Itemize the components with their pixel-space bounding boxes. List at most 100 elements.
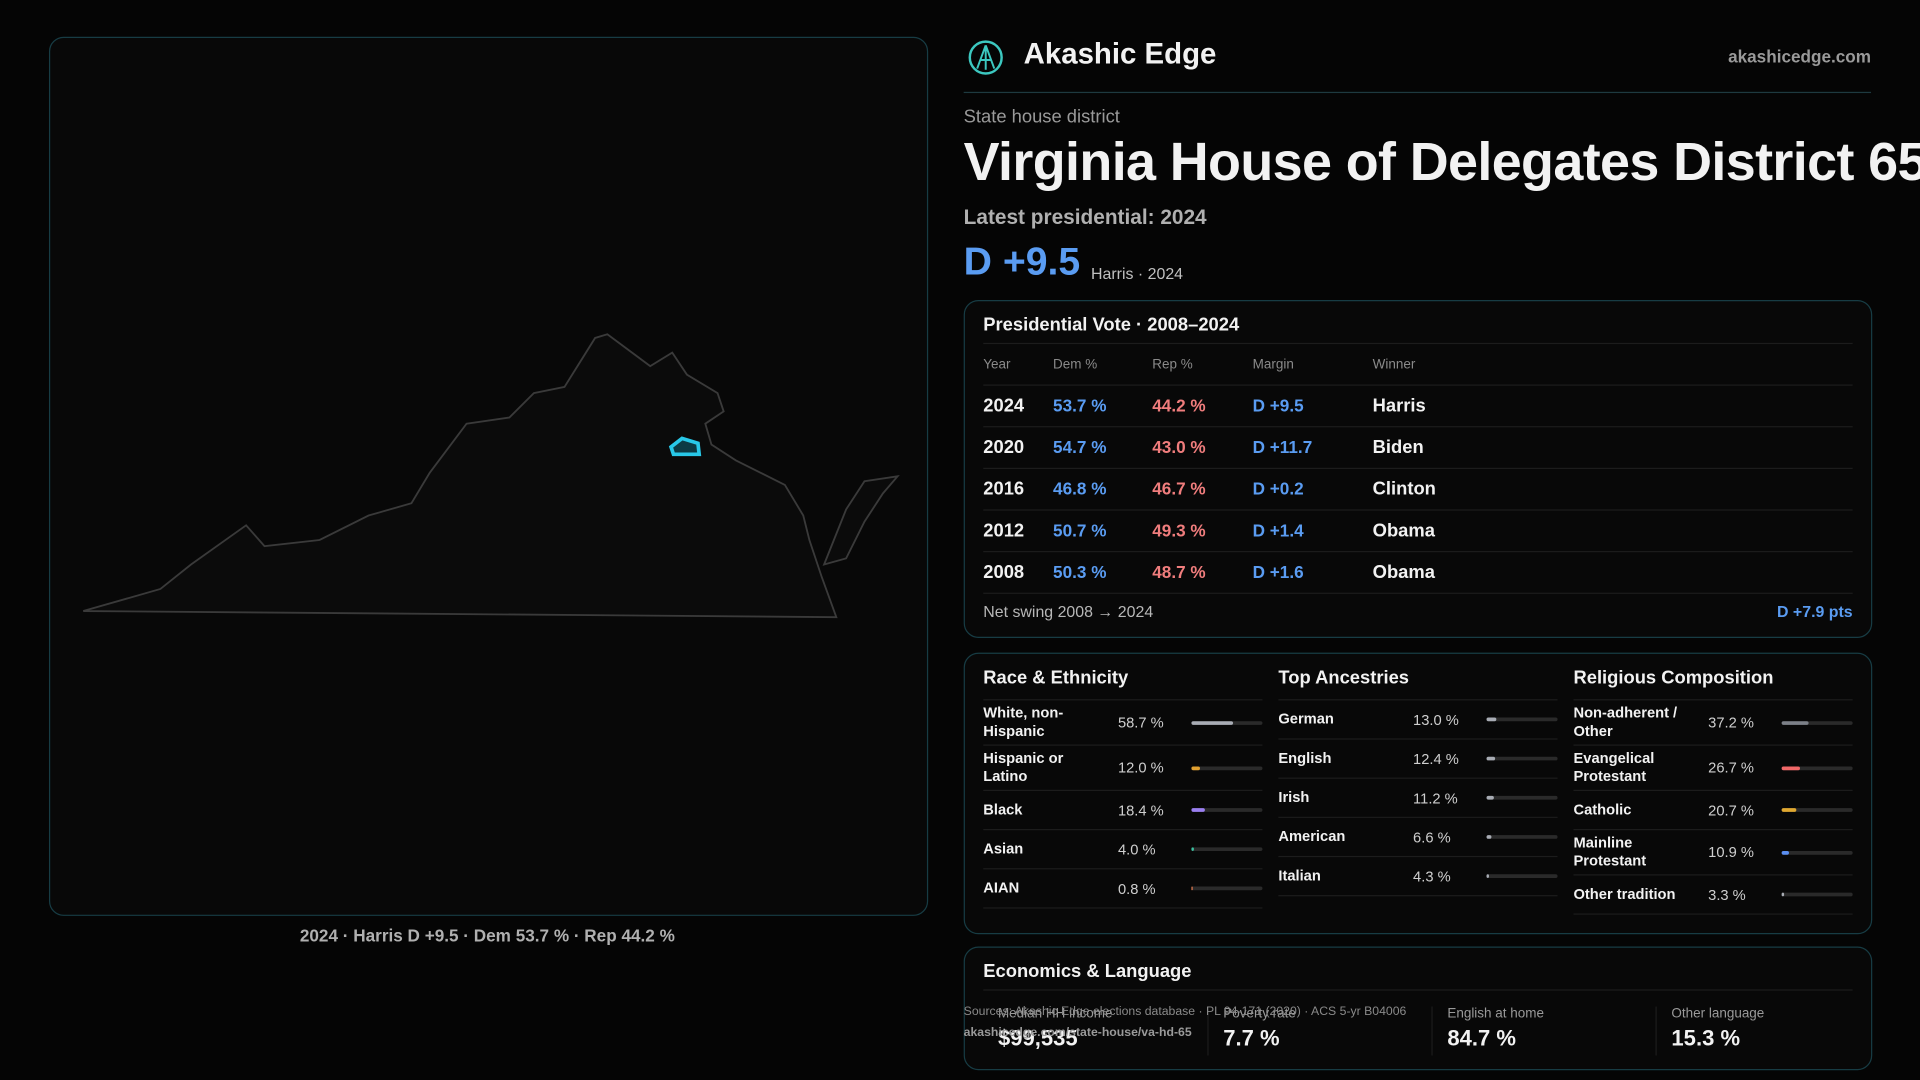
sources: Sources: Akashic Edge elections database… [963, 1005, 1407, 1019]
column-header: Margin [1252, 357, 1294, 373]
bar [1486, 795, 1495, 800]
bar-track [1486, 756, 1558, 761]
stat-value: 7.7 % [1223, 1026, 1280, 1051]
cell: 50.7 % [1053, 520, 1107, 541]
presidential-panel: Presidential Vote · 2008–2024 Year Dem % R… [963, 300, 1873, 638]
item-name: AIAN [983, 879, 1020, 897]
demographic-row: Irish 11.2 % [1278, 779, 1558, 818]
stat-value: $99,535 [997, 1026, 1078, 1051]
item-name: White, non-Hispanic [983, 704, 1064, 740]
panel-title: Top Ancestries [1278, 667, 1410, 689]
column-header: Rep % [1152, 357, 1193, 373]
demographic-row: Mainline Protestant 10.9 % [1573, 830, 1853, 876]
item-percent: 3.3 % [1708, 885, 1746, 904]
item-percent: 6.6 % [1413, 828, 1451, 846]
latest-label: Latest presidential: 2024 [963, 205, 1207, 229]
header-row: Year Dem % Rep % Margin Winner [983, 348, 1853, 386]
cell: 54.7 % [1053, 437, 1107, 457]
logo [968, 40, 1003, 75]
item-name: Evangelical Protestant [1573, 749, 1655, 785]
bar [1191, 720, 1234, 725]
bar-track [1486, 795, 1558, 800]
bar [1781, 892, 1784, 897]
bar-track [1191, 847, 1263, 852]
cell: Clinton [1372, 478, 1436, 500]
cell: D +11.7 [1252, 437, 1313, 457]
cell: Obama [1372, 562, 1435, 583]
vote-table: Year Dem % Rep % Margin Winner 2024 53.7 % 44.2… [983, 348, 1853, 594]
demographic-row: AIAN 0.8 % [983, 869, 1263, 909]
bar-track [1486, 835, 1558, 839]
stat: Other language 15.3 % [1655, 1006, 1880, 1056]
item-name: Catholic [1573, 800, 1632, 818]
bar-track [1781, 892, 1853, 897]
divider [983, 989, 1853, 991]
demographic-row: German 13.0 % [1278, 700, 1558, 740]
stat-label: Median HH income [997, 1006, 1113, 1022]
stat-label: Other language [1671, 1006, 1765, 1022]
cell: D +9.5 [1252, 395, 1304, 416]
demographic-row: Asian 4.0 % [983, 830, 1263, 870]
stat: Median HH income $99,535 [983, 1007, 1206, 1056]
vote-row: 2020 54.7 % 43.0 % D +11.7 Biden [983, 427, 1853, 469]
item-percent: 13.0 % [1413, 710, 1459, 728]
item-percent: 58.7 % [1117, 713, 1164, 732]
bar [1781, 850, 1790, 855]
item-percent: 12.0 % [1117, 759, 1164, 777]
cell: D +0.2 [1252, 478, 1304, 499]
item-name: Mainline Protestant [1573, 833, 1647, 870]
vote-row: 2024 53.7 % 44.2 % D +9.5 Harris [983, 386, 1853, 428]
vote-row: 2012 50.7 % 49.3 % D +1.4 Obama [983, 511, 1853, 553]
stat-label: Poverty rate [1223, 1006, 1296, 1022]
bar [1486, 874, 1490, 878]
panel-title: Presidential Vote · 2008–2024 [983, 314, 1240, 336]
bar [1486, 756, 1496, 761]
bar [1486, 717, 1496, 722]
cell: D +1.4 [1252, 520, 1304, 541]
item-name: Italian [1278, 866, 1321, 885]
bar-track [1486, 717, 1558, 722]
stat: English at home 84.7 % [1431, 1006, 1655, 1056]
district-kind: State house district [963, 106, 1120, 128]
item-name: Non-adherent / Other [1573, 704, 1678, 740]
stat-label: English at home [1447, 1006, 1544, 1022]
cell: 53.7 % [1053, 395, 1107, 416]
demographics-panel: Race & Ethnicity White, non-Hispanic 58.7 … [963, 652, 1873, 935]
bar-track [1191, 808, 1263, 812]
cell: 2016 [983, 478, 1025, 500]
bar [1781, 808, 1797, 812]
item-name: Irish [1278, 788, 1310, 806]
item-percent: 4.3 % [1413, 867, 1451, 885]
bar-track [1486, 874, 1558, 878]
vote-row: 2008 50.3 % 48.7 % D +1.6 Obama [983, 552, 1853, 594]
cell: 44.2 % [1152, 395, 1206, 416]
item-percent: 4.0 % [1117, 840, 1156, 858]
cell: 46.7 % [1152, 478, 1206, 499]
stat-value: 84.7 % [1447, 1026, 1516, 1051]
column-header: Winner [1372, 357, 1416, 373]
bar [1781, 765, 1801, 770]
bar [1781, 720, 1809, 725]
cell: 2024 [983, 395, 1025, 417]
cell: 46.8 % [1053, 478, 1107, 499]
bar-track [1781, 808, 1853, 812]
bar-track [1781, 720, 1853, 725]
district-highlight [668, 436, 702, 457]
bar-track [1191, 765, 1263, 770]
cell: 48.7 % [1152, 562, 1206, 582]
item-percent: 12.4 % [1413, 750, 1459, 768]
district-title: Virginia House of Delegates District 65 [963, 132, 1920, 193]
divider [963, 91, 1872, 94]
map-panel [48, 36, 929, 916]
bar-track [1191, 720, 1263, 725]
demographic-row: English 12.4 % [1278, 740, 1558, 779]
state-outline [83, 333, 838, 619]
column-header: Year [983, 357, 1011, 373]
item-name: English [1278, 749, 1332, 767]
item-percent: 0.8 % [1117, 879, 1156, 897]
demographic-column: Top Ancestries German 13.0 % English 12.4 % I… [1278, 667, 1558, 897]
cell: 49.3 % [1152, 520, 1206, 541]
demographic-row: Black 18.4 % [983, 791, 1263, 831]
